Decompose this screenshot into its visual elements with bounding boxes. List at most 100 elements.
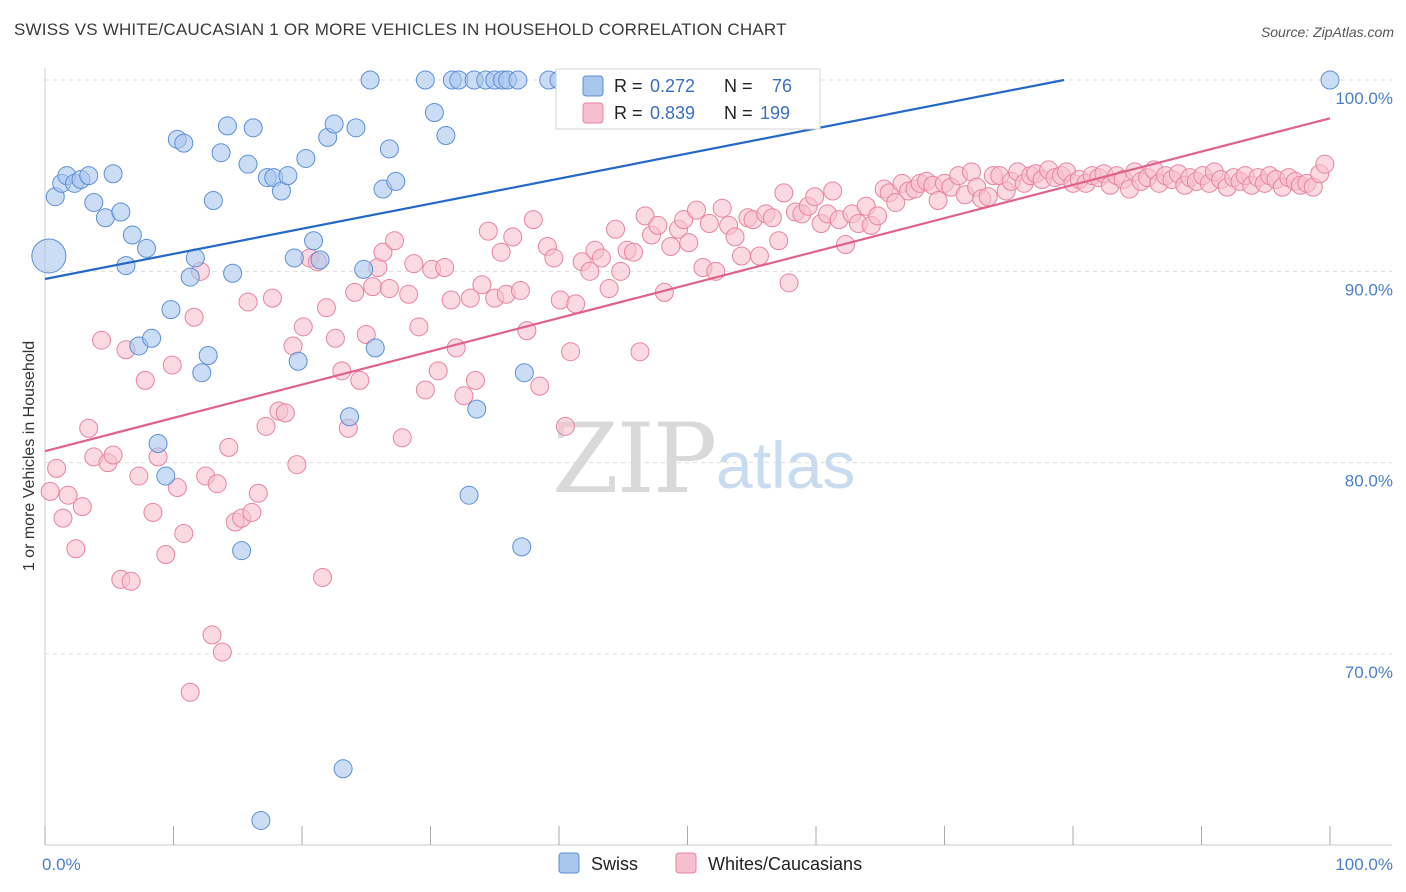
chart-title: SWISS VS WHITE/CAUCASIAN 1 OR MORE VEHIC… bbox=[14, 20, 787, 39]
data-point bbox=[478, 221, 498, 241]
data-point bbox=[192, 363, 212, 383]
data-point bbox=[162, 355, 182, 375]
data-point bbox=[886, 192, 906, 212]
data-point bbox=[674, 210, 694, 230]
y-tick-labels: 70.0% 80.0% 90.0% 100.0% bbox=[1335, 89, 1393, 682]
data-point bbox=[928, 191, 948, 211]
data-point bbox=[111, 202, 131, 222]
data-point bbox=[296, 148, 316, 168]
data-point bbox=[624, 242, 644, 262]
trend-line-swiss bbox=[44, 78, 1065, 281]
data-point bbox=[156, 545, 176, 565]
data-point bbox=[79, 418, 99, 438]
data-point bbox=[217, 116, 237, 136]
data-point bbox=[465, 370, 485, 390]
data-point bbox=[523, 210, 543, 230]
data-point bbox=[137, 238, 157, 258]
data-point bbox=[386, 171, 406, 191]
data-point bbox=[472, 275, 492, 295]
data-point bbox=[242, 502, 262, 522]
data-point bbox=[510, 280, 530, 300]
data-point bbox=[561, 342, 581, 362]
data-point bbox=[232, 541, 252, 561]
legend-r-label-whites: R = bbox=[614, 103, 643, 123]
data-point bbox=[275, 403, 295, 423]
data-point bbox=[148, 434, 168, 454]
data-point bbox=[635, 206, 655, 226]
data-point bbox=[167, 478, 187, 498]
data-point bbox=[184, 307, 204, 327]
data-point bbox=[441, 290, 461, 310]
data-point bbox=[340, 407, 360, 427]
bottom-legend-swatch-swiss bbox=[558, 852, 580, 874]
data-point bbox=[514, 363, 534, 383]
data-point bbox=[1315, 154, 1335, 174]
legend-n-label-whites: N = bbox=[724, 103, 753, 123]
data-point bbox=[47, 458, 67, 478]
series-swiss-points bbox=[31, 70, 1340, 830]
data-point bbox=[293, 317, 313, 337]
data-point bbox=[512, 537, 532, 557]
data-point bbox=[316, 298, 336, 318]
data-point bbox=[325, 328, 345, 348]
data-point bbox=[409, 317, 429, 337]
data-point bbox=[66, 539, 86, 559]
data-point bbox=[648, 215, 668, 235]
legend-n-value-whites: 199 bbox=[760, 103, 790, 123]
data-point bbox=[978, 187, 998, 207]
data-point bbox=[72, 497, 92, 517]
data-point bbox=[436, 125, 456, 145]
legend-n-value-swiss: 76 bbox=[772, 76, 792, 96]
legend-swatch-swiss bbox=[582, 75, 604, 97]
data-point bbox=[530, 376, 550, 396]
data-point bbox=[363, 277, 383, 297]
data-point bbox=[373, 242, 393, 262]
bottom-legend-whites: Whites/Caucasians bbox=[708, 854, 862, 874]
data-point bbox=[180, 267, 200, 287]
data-point bbox=[591, 248, 611, 268]
x-tick-labels: 0.0% 100.0% bbox=[42, 855, 1393, 874]
data-point bbox=[379, 139, 399, 159]
y-tick-label: 100.0% bbox=[1335, 89, 1393, 108]
data-point bbox=[92, 330, 112, 350]
data-point bbox=[79, 166, 99, 186]
data-point bbox=[350, 370, 370, 390]
data-point bbox=[135, 370, 155, 390]
data-point bbox=[779, 273, 799, 293]
data-point bbox=[823, 181, 843, 201]
legend-r-label-swiss: R = bbox=[614, 76, 643, 96]
y-tick-label: 90.0% bbox=[1345, 280, 1393, 299]
data-point bbox=[116, 256, 136, 276]
data-point bbox=[346, 118, 366, 138]
data-point bbox=[508, 70, 528, 90]
data-point bbox=[1320, 70, 1340, 90]
data-point bbox=[459, 485, 479, 505]
data-point bbox=[238, 154, 258, 174]
data-point bbox=[365, 338, 385, 358]
data-point bbox=[460, 288, 480, 308]
data-point bbox=[555, 416, 575, 436]
data-point bbox=[212, 642, 232, 662]
data-point bbox=[284, 248, 304, 268]
data-point bbox=[238, 292, 258, 312]
data-point bbox=[142, 328, 162, 348]
bottom-legend-swatch-whites bbox=[675, 852, 697, 874]
data-point bbox=[256, 416, 276, 436]
data-point bbox=[725, 227, 745, 247]
data-point bbox=[156, 466, 176, 486]
y-tick-label: 80.0% bbox=[1345, 472, 1393, 491]
source-label: Source: ZipAtlas.com bbox=[1260, 24, 1394, 40]
data-point bbox=[712, 198, 732, 218]
data-point bbox=[435, 258, 455, 278]
data-point bbox=[211, 143, 231, 163]
data-point bbox=[324, 114, 344, 134]
data-point bbox=[332, 361, 352, 381]
watermark: ZIP atlas bbox=[552, 403, 855, 515]
stats-legend: R = 0.272 N = 76 R = 0.839 N = 199 bbox=[555, 68, 821, 130]
data-point bbox=[399, 284, 419, 304]
data-point bbox=[749, 246, 769, 266]
axes bbox=[44, 68, 1392, 846]
series-legend: Swiss Whites/Caucasians bbox=[558, 852, 862, 874]
data-point bbox=[491, 242, 511, 262]
data-point bbox=[103, 164, 123, 184]
